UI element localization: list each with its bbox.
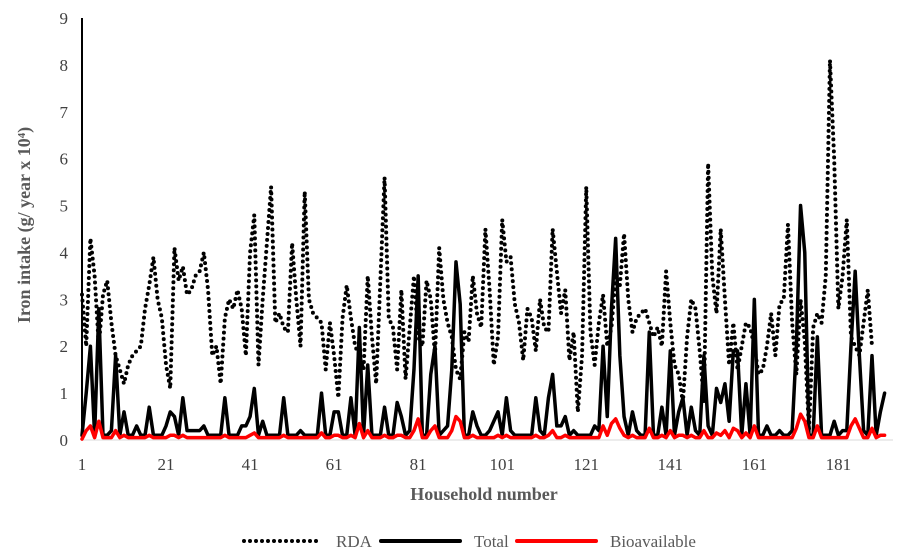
x-tick-label: 41 — [242, 455, 259, 474]
x-axis-title: Household number — [410, 484, 558, 504]
legend-label-rda: RDA — [336, 532, 373, 551]
x-tick-label: 21 — [158, 455, 175, 474]
series-line-bioavailable — [80, 412, 887, 441]
y-tick-label: 3 — [60, 290, 69, 309]
y-tick-label: 8 — [60, 56, 69, 75]
y-tick-label: 0 — [60, 431, 69, 450]
x-tick-label: 181 — [826, 455, 852, 474]
x-tick-label: 121 — [573, 455, 599, 474]
legend-label-bioavailable: Bioavailable — [610, 532, 696, 551]
y-tick-label: 7 — [60, 103, 69, 122]
y-tick-label: 1 — [60, 384, 69, 403]
y-tick-label: 9 — [60, 9, 69, 28]
x-tick-label: 61 — [326, 455, 343, 474]
x-tick-label: 141 — [658, 455, 684, 474]
y-tick-label: 5 — [60, 197, 69, 216]
y-tick-label: 2 — [60, 337, 69, 356]
legend-label-total: Total — [474, 532, 509, 551]
series-line-rda — [80, 58, 874, 433]
x-tick-label: 81 — [410, 455, 427, 474]
y-tick-label: 6 — [60, 150, 69, 169]
x-tick-label: 101 — [489, 455, 515, 474]
series-layer — [80, 58, 887, 441]
legend: RDA Total Bioavailable — [242, 532, 696, 551]
x-tick-label: 161 — [742, 455, 768, 474]
y-axis-title: Iron intake (g/ year x 10⁴) — [14, 127, 35, 323]
x-tick-label: 1 — [78, 455, 87, 474]
series-line-total — [80, 203, 887, 438]
y-tick-label: 4 — [60, 243, 69, 262]
